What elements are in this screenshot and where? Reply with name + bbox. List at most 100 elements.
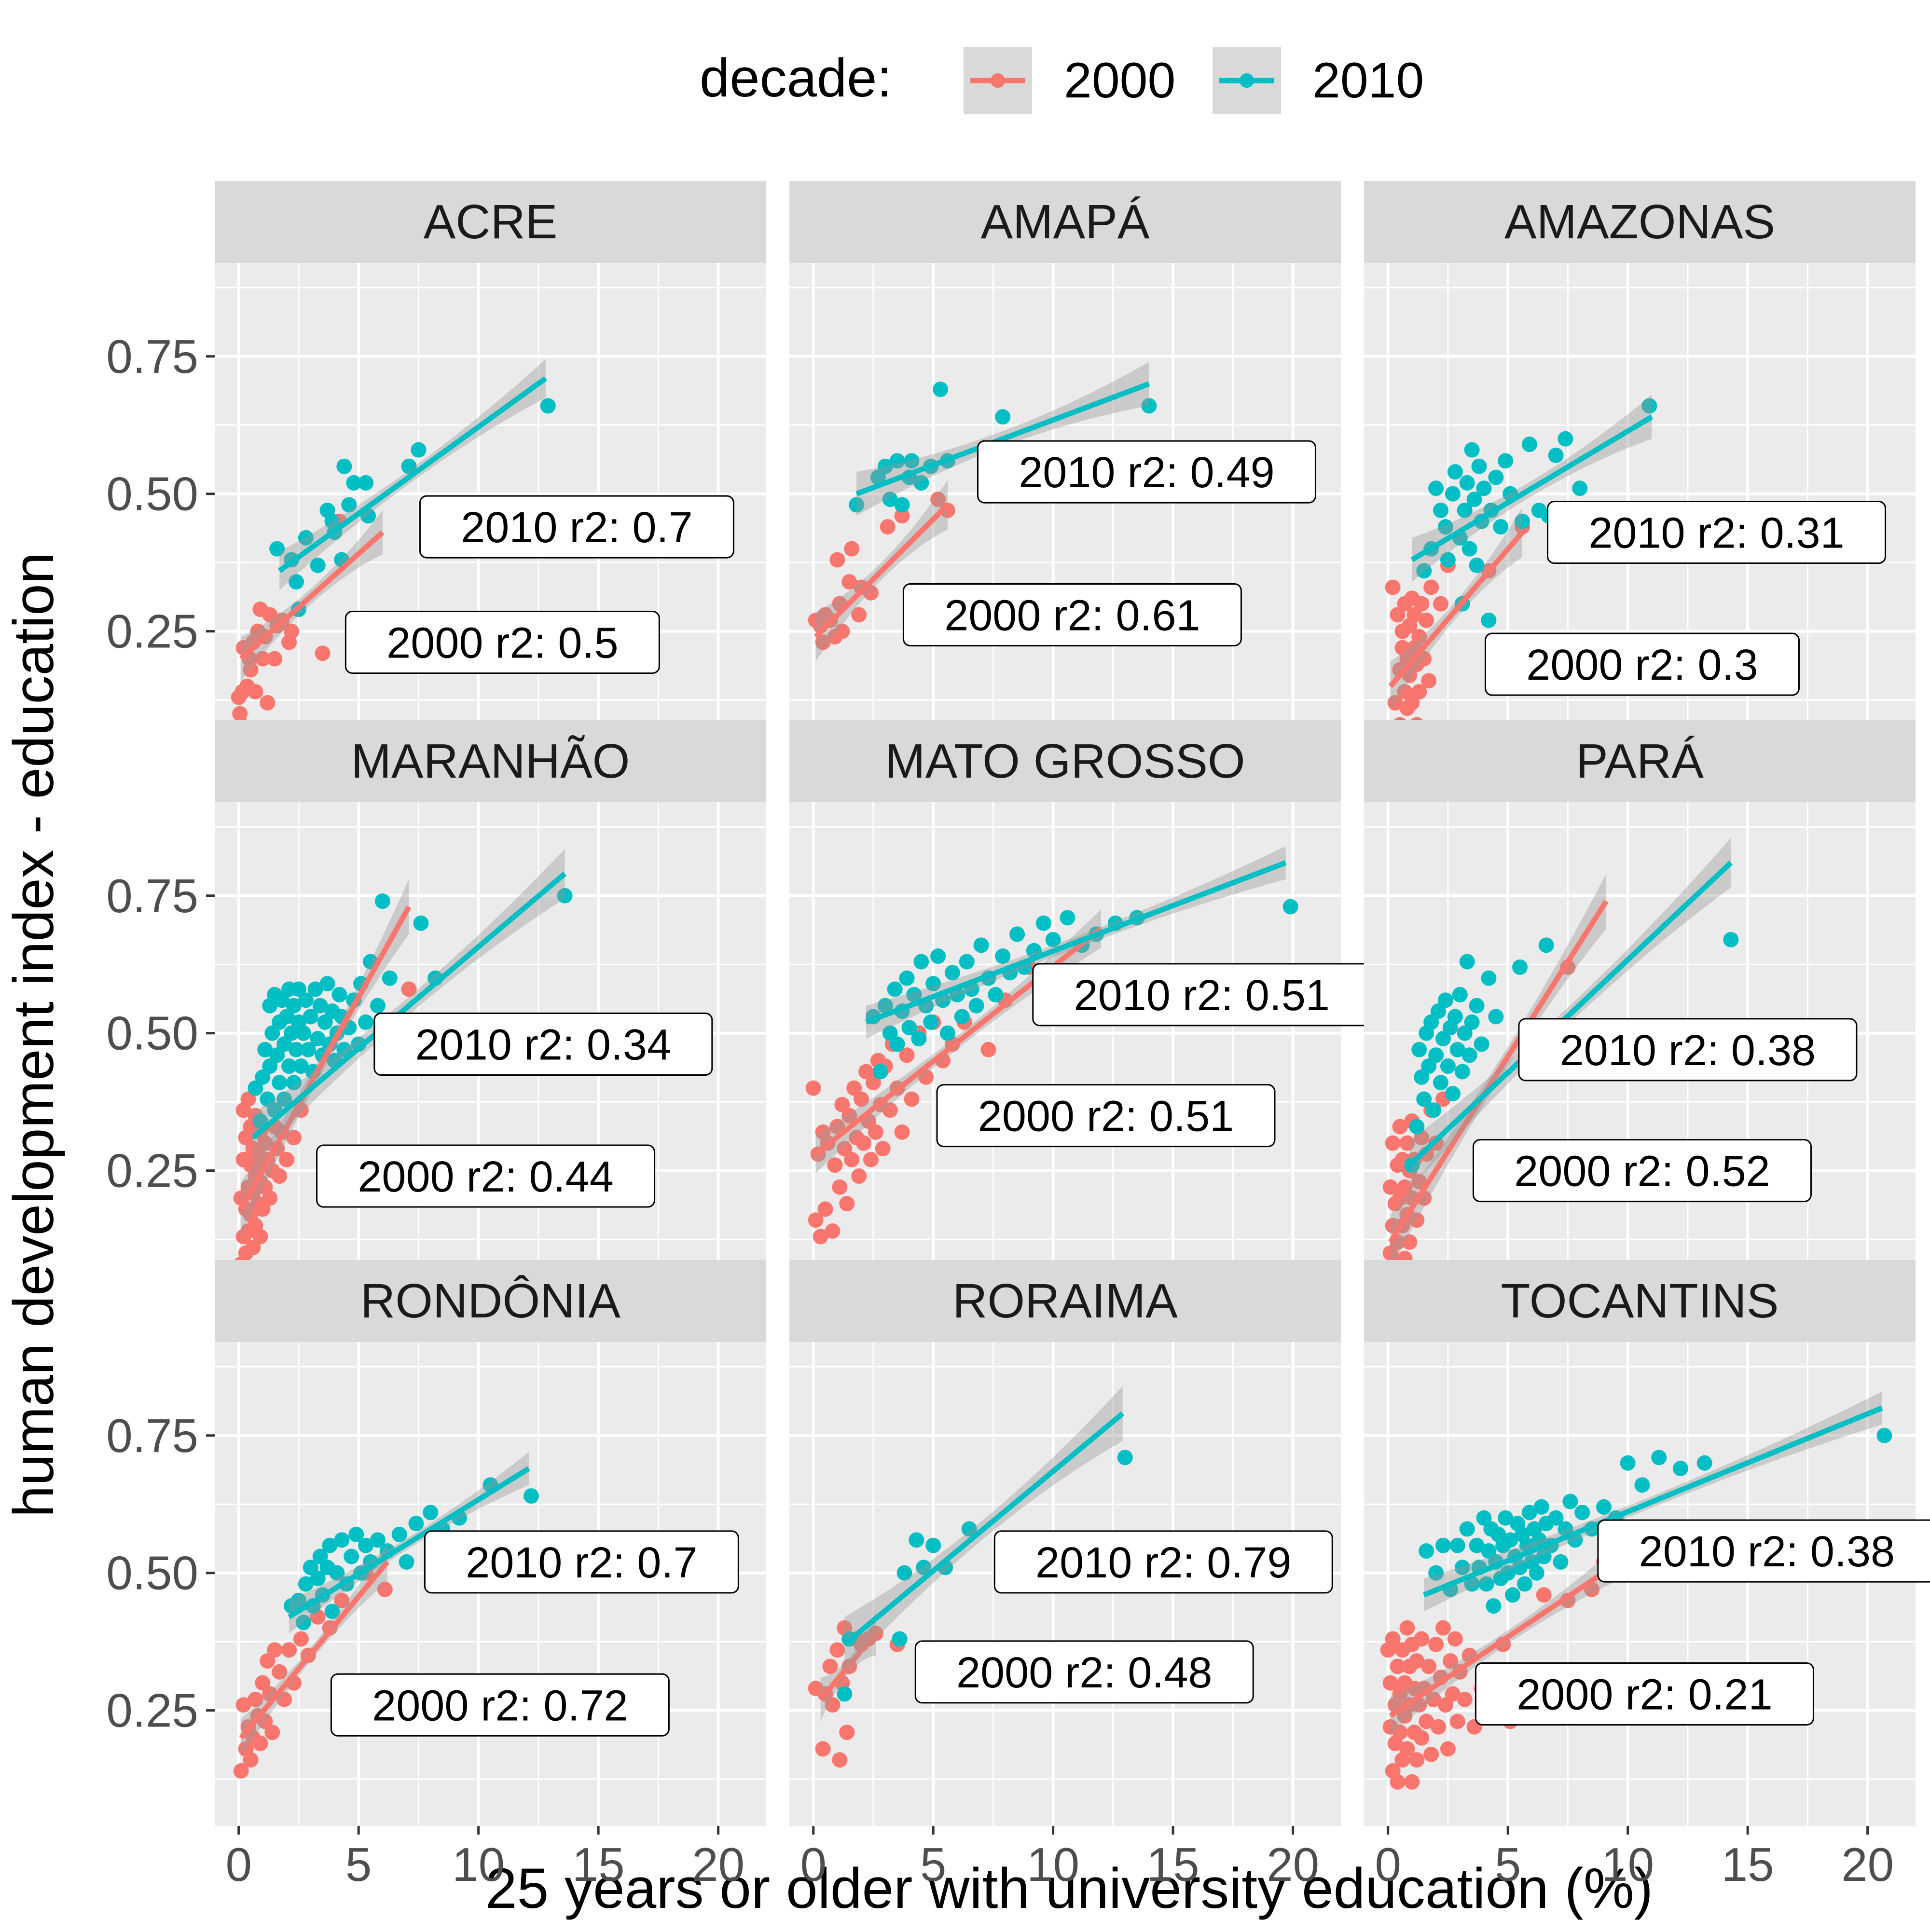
r2-label-box	[345, 610, 660, 674]
r2-label-box	[1484, 632, 1800, 696]
data-point	[290, 1592, 306, 1608]
data-point	[894, 497, 910, 513]
panel-rond-nia: RONDÔNIA 2010 r2: 0.7 2000 r2: 0.72 0 5 10 15 2…	[106, 1260, 766, 1891]
data-point	[911, 1031, 927, 1047]
legend: decade: 2000 2010	[700, 47, 1424, 114]
r2-label-box	[1547, 500, 1887, 564]
data-point	[1461, 541, 1477, 557]
data-point	[1514, 513, 1530, 529]
fit-line-2000	[818, 1631, 878, 1701]
data-point	[846, 1080, 862, 1096]
data-point	[1876, 1427, 1892, 1443]
data-point	[1411, 629, 1427, 645]
data-point	[1385, 579, 1401, 595]
data-point	[1452, 987, 1468, 1002]
legend-key-point	[1240, 73, 1254, 88]
data-point	[1503, 1532, 1518, 1548]
r2-label: 2010 r2: 0.34	[373, 1013, 713, 1076]
data-point	[909, 1532, 924, 1548]
data-point	[1651, 1450, 1667, 1466]
facet-strip	[1364, 181, 1916, 263]
data-point	[334, 1532, 350, 1548]
gridlines	[789, 263, 1341, 747]
data-point	[980, 1041, 996, 1057]
data-point	[1406, 607, 1422, 623]
data-point	[808, 1212, 824, 1228]
fit-line-2000	[1389, 1554, 1629, 1718]
facet-strip	[789, 181, 1341, 263]
data-point	[1433, 502, 1449, 518]
r2-label-text: 2010 r2: 0.31	[1588, 509, 1844, 557]
data-point	[346, 475, 362, 491]
fit-line-2000	[239, 1560, 390, 1740]
data-point	[1414, 596, 1430, 612]
data-point	[1449, 1537, 1465, 1553]
data-point	[832, 1752, 848, 1768]
data-point	[1385, 1135, 1401, 1151]
r2-label-text: 2000 r2: 0.21	[1516, 1671, 1772, 1719]
data-point	[882, 492, 898, 507]
r2-label-box	[936, 1084, 1276, 1148]
data-point	[307, 981, 323, 997]
data-point	[252, 1229, 268, 1245]
r2-label: 2000 r2: 0.21	[1475, 1662, 1814, 1726]
data-point	[813, 1229, 828, 1245]
data-point	[252, 1736, 268, 1752]
data-point	[868, 1124, 883, 1140]
r2-label-box	[316, 1144, 656, 1208]
fit-line-2010	[251, 871, 567, 1140]
r2-label-text: 2010 r2: 0.79	[1035, 1539, 1291, 1587]
data-point	[1498, 453, 1514, 469]
r2-label-box	[993, 1530, 1333, 1594]
fit-line-2010	[842, 1411, 1125, 1647]
data-point	[255, 1069, 271, 1085]
fit-line-2010	[1423, 1405, 1883, 1598]
data-point	[1416, 563, 1432, 579]
data-point	[1449, 1713, 1465, 1729]
data-point	[286, 1130, 302, 1146]
data-point	[248, 684, 263, 700]
data-point	[925, 1537, 941, 1553]
r2-label-text: 2000 r2: 0.44	[358, 1153, 613, 1201]
data-point	[269, 541, 285, 557]
data-point	[1440, 1058, 1456, 1074]
data-point	[815, 1741, 831, 1757]
data-point	[235, 1697, 251, 1713]
data-point	[1409, 1653, 1425, 1669]
r2-label-box	[902, 583, 1242, 646]
r2-label-text: 2000 r2: 0.3	[1526, 641, 1758, 689]
data-point	[988, 987, 1004, 1002]
x-tick-label: 10	[1601, 1838, 1654, 1891]
data-point	[882, 1102, 898, 1118]
facet-strip	[789, 720, 1341, 802]
data-point	[1431, 1003, 1447, 1019]
data-point	[851, 1168, 867, 1184]
data-point	[243, 662, 259, 678]
data-point	[276, 1036, 292, 1052]
facet-title: PARÁ	[1576, 734, 1704, 788]
x-tick-label: 15	[572, 1838, 625, 1891]
data-point	[1723, 932, 1739, 947]
r2-label: 2010 r2: 0.7	[424, 1530, 739, 1594]
data-point	[827, 1157, 843, 1173]
r2-label-text: 2000 r2: 0.61	[944, 591, 1200, 640]
panel-background	[789, 263, 1341, 747]
data-point	[825, 1223, 841, 1239]
panel-par-: PARÁ 2010 r2: 0.38 2000 r2: 0.52	[1364, 720, 1916, 1286]
r2-label: 2000 r2: 0.52	[1472, 1139, 1812, 1203]
data-point	[1399, 1135, 1415, 1151]
data-point	[1474, 1036, 1489, 1052]
data-point	[1440, 1741, 1456, 1757]
data-point	[829, 1119, 845, 1135]
data-point	[1421, 1658, 1437, 1674]
data-point	[1428, 1636, 1444, 1652]
data-point	[1512, 959, 1528, 975]
data-point	[1382, 1675, 1398, 1691]
r2-label-text: 2000 r2: 0.5	[386, 619, 618, 667]
data-point	[904, 1091, 920, 1107]
data-point	[358, 475, 374, 491]
data-point	[1414, 1730, 1430, 1746]
fit-line-2000	[813, 503, 950, 639]
facet-strip	[215, 181, 766, 263]
